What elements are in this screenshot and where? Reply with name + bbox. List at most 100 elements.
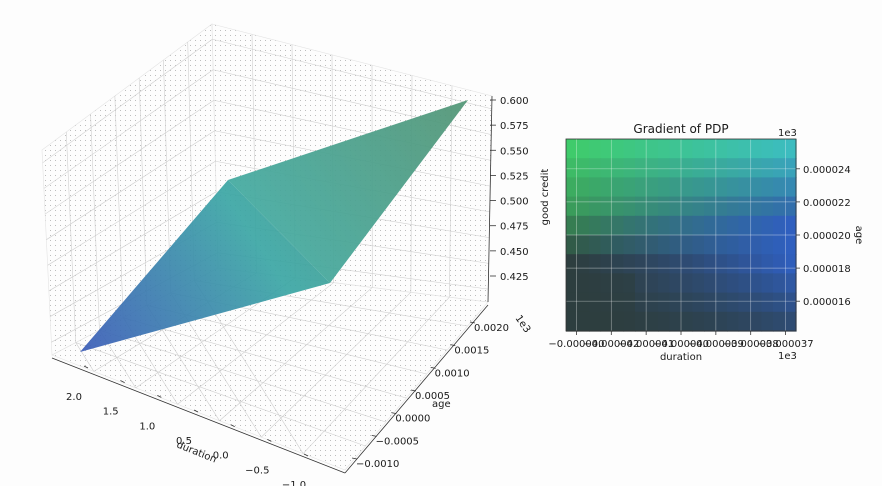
heatmap-cell (623, 177, 636, 198)
heatmap-cell (784, 196, 797, 217)
heatmap-cell (738, 177, 751, 198)
heatmap-cell (589, 235, 602, 255)
heatmap-cell (715, 139, 728, 159)
heatmap-cell (600, 292, 613, 313)
heatmap-cell (612, 177, 625, 198)
heatmap-cell (623, 215, 636, 236)
heatmap-cell (761, 177, 774, 198)
heatmap-cell (623, 235, 636, 255)
heatmap-cell (761, 215, 774, 236)
heatmap-cell (566, 196, 579, 217)
heatmap-y-offset: 1e3 (778, 128, 797, 139)
heatmap-cell (738, 158, 751, 178)
heatmap-cell (669, 235, 682, 255)
z-axis-label: good credit (540, 169, 551, 226)
heatmap-cell (646, 215, 659, 236)
heatmap-cell (658, 177, 671, 198)
heatmap-cell (761, 273, 774, 294)
grid-line (75, 342, 95, 372)
heatmap-y-tick-label: 0.000020 (803, 231, 851, 242)
z-tick-label: 0.575 (500, 121, 529, 132)
y-tick-label: −0.0005 (376, 436, 419, 447)
heatmap-cell (612, 215, 625, 236)
heatmap-cell (646, 292, 659, 313)
heatmap-x-tick-label: −0.000042 (583, 339, 639, 350)
heatmap-y-tick-label: 0.000016 (803, 297, 851, 308)
heatmap-cell (635, 254, 648, 274)
heatmap-cell (738, 215, 751, 236)
surface-plot: 2.0 1.5 1.0 0.5 0.0 −0.5 −1.0 −0.0010 −0.0005 0.… (41, 23, 551, 486)
heatmap-cell (704, 139, 717, 159)
heatmap-cell (727, 177, 740, 198)
heatmap-cell (589, 177, 602, 198)
heatmap-cell (761, 311, 774, 332)
heatmap-cell (750, 292, 763, 313)
heatmap-cell (612, 292, 625, 313)
heatmap-cell (784, 158, 797, 178)
heatmap-cell (623, 196, 636, 217)
heatmap-cell (761, 158, 774, 178)
grid-line (44, 100, 215, 215)
y-tick-mark (371, 434, 377, 437)
heatmap-cell (704, 215, 717, 236)
heatmap-cell (692, 292, 705, 313)
heatmap-cell (658, 311, 671, 332)
z-tick-label: 0.600 (500, 96, 529, 107)
y-tick-label: 0.0005 (415, 391, 450, 402)
grid-line (123, 317, 407, 399)
x-tick-mark (303, 453, 309, 457)
y-offset-label: 1e3 (513, 313, 533, 335)
grid-line (212, 38, 492, 110)
heatmap-cell (577, 196, 590, 217)
grid-line (410, 75, 413, 293)
heatmap-cell (681, 215, 694, 236)
z-tick-label: 0.500 (500, 197, 529, 208)
heatmap-cell (612, 139, 625, 159)
x-tick-mark (267, 438, 272, 442)
heatmap-cell (692, 311, 705, 332)
y-axis-line (344, 304, 489, 474)
heatmap-cell (727, 254, 740, 274)
heatmap-cell (704, 196, 717, 217)
grid-line (48, 191, 217, 292)
heatmap-cell (704, 292, 717, 313)
heatmap-cell (600, 158, 613, 178)
grid-line (46, 130, 215, 240)
heatmap-cell (577, 254, 590, 274)
heatmap-cell (692, 177, 705, 198)
heatmap-cell (658, 139, 671, 159)
heatmap-cell (704, 177, 717, 198)
heatmap-cell (738, 292, 751, 313)
heatmap-y-tick-label: 0.000022 (803, 198, 851, 209)
grid-line (261, 292, 412, 438)
heatmap-cell (773, 254, 786, 274)
heatmap-cell (577, 215, 590, 236)
heatmap-cell (589, 311, 602, 332)
heatmap-cell (773, 158, 786, 178)
heatmap-cell (761, 292, 774, 313)
y-ticks: −0.0010 −0.0005 0.0000 0.0005 0.0010 0.0015 0.… (351, 321, 509, 470)
heatmap-cell (761, 196, 774, 217)
heatmap-cell (589, 273, 602, 294)
heatmap-cell (635, 273, 648, 294)
heatmap-cell (589, 215, 602, 236)
z-tick-label: 0.450 (500, 247, 529, 258)
heatmap-cell (623, 311, 636, 332)
heatmap-cell (635, 158, 648, 178)
heatmap-cell (784, 254, 797, 274)
heatmap-cell (727, 235, 740, 255)
heatmap-cell (681, 273, 694, 294)
heatmap-cell (646, 273, 659, 294)
heatmap-cell (715, 158, 728, 178)
x-ticks: 2.0 1.5 1.0 0.5 0.0 −0.5 −1.0 (66, 365, 309, 486)
y-tick-mark (430, 366, 436, 369)
grid-line (99, 329, 386, 423)
heatmap-x-label: duration (660, 352, 702, 363)
heatmap-cell (750, 177, 763, 198)
grid-line (114, 95, 124, 318)
heatmap-cell (773, 311, 786, 332)
z-tick-label: 0.425 (500, 272, 529, 283)
y-tick-label: 0.0020 (474, 323, 509, 334)
heatmap-cell (577, 273, 590, 294)
heatmap-cell (738, 254, 751, 274)
